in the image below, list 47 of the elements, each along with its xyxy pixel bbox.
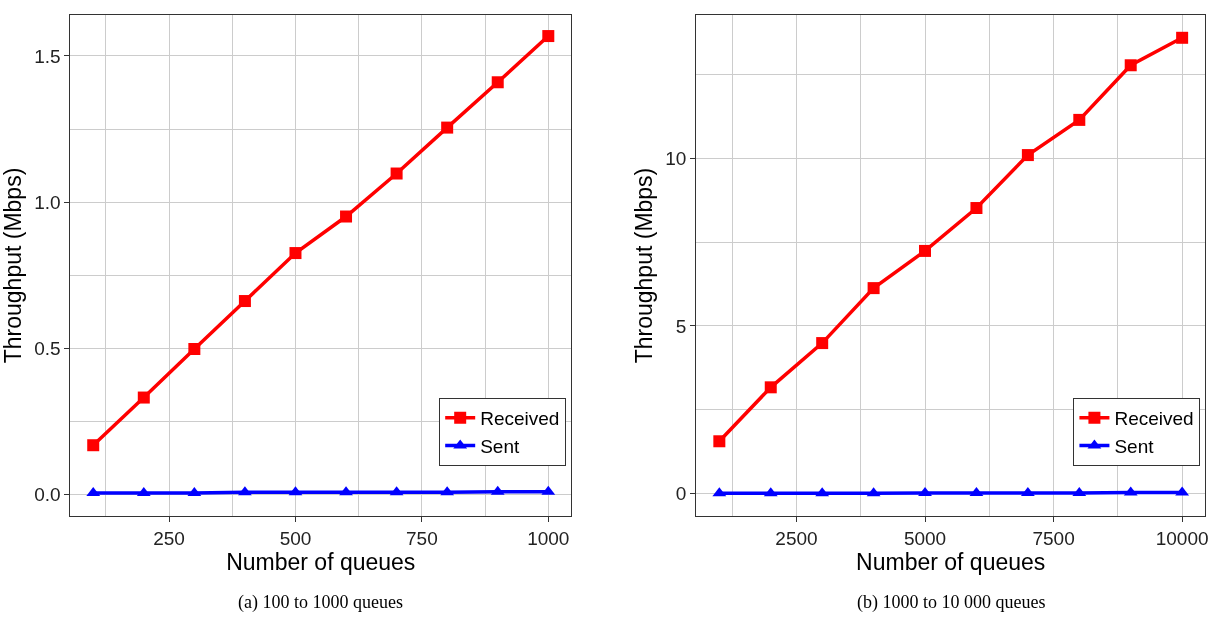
x-tick-label: 5000: [903, 527, 947, 549]
point: [542, 30, 555, 43]
point: [340, 210, 353, 223]
y-tick-label: 10: [665, 148, 687, 170]
x-tick-label: 750: [406, 527, 438, 549]
x-tick-label: 2500: [775, 527, 818, 549]
x-tick-label: 7500: [1032, 527, 1075, 549]
y-axis-title: Throughput (Mbps): [0, 167, 26, 364]
y-tick-label: 0.5: [34, 338, 61, 360]
x-axis-title: Number of queues: [856, 548, 1046, 575]
y-tick-label: 1.0: [34, 191, 61, 213]
point: [87, 439, 100, 452]
legend-label: Sent: [480, 435, 520, 457]
legend-label: Sent: [1114, 435, 1155, 457]
point: [713, 435, 726, 448]
point: [970, 202, 983, 215]
legend-label: Received: [1114, 408, 1194, 430]
y-tick-label: 0: [675, 483, 687, 505]
point: [137, 391, 150, 404]
point: [1176, 31, 1189, 44]
point: [390, 167, 403, 180]
x-tick-label: 500: [279, 527, 312, 549]
x-tick-label: 250: [153, 527, 185, 549]
point: [289, 247, 302, 260]
point: [918, 486, 932, 496]
point: [188, 343, 201, 355]
text: (a) 100 to 1000 queues: [238, 592, 403, 613]
point: [1021, 149, 1034, 162]
legend-label: Received: [480, 408, 560, 430]
y-tick-label: 5: [675, 315, 687, 337]
x-axis-title: Number of queues: [226, 548, 416, 575]
point: [441, 121, 454, 134]
point: [339, 486, 353, 496]
point: [867, 282, 880, 295]
y-tick-label: 0.0: [34, 484, 61, 506]
point: [1073, 113, 1086, 126]
point: [764, 381, 777, 394]
point: [919, 244, 932, 257]
point: [816, 337, 829, 350]
y-tick-label: 1.5: [34, 45, 61, 67]
x-tick-label: 1000: [527, 527, 570, 549]
x-tick-label: 10000: [1155, 527, 1209, 549]
point: [238, 295, 251, 308]
y-axis-title: Throughput (Mbps): [630, 167, 657, 364]
text: (b) 1000 to 10 000 queues: [857, 592, 1046, 613]
point: [491, 76, 504, 89]
point: [1124, 59, 1137, 72]
